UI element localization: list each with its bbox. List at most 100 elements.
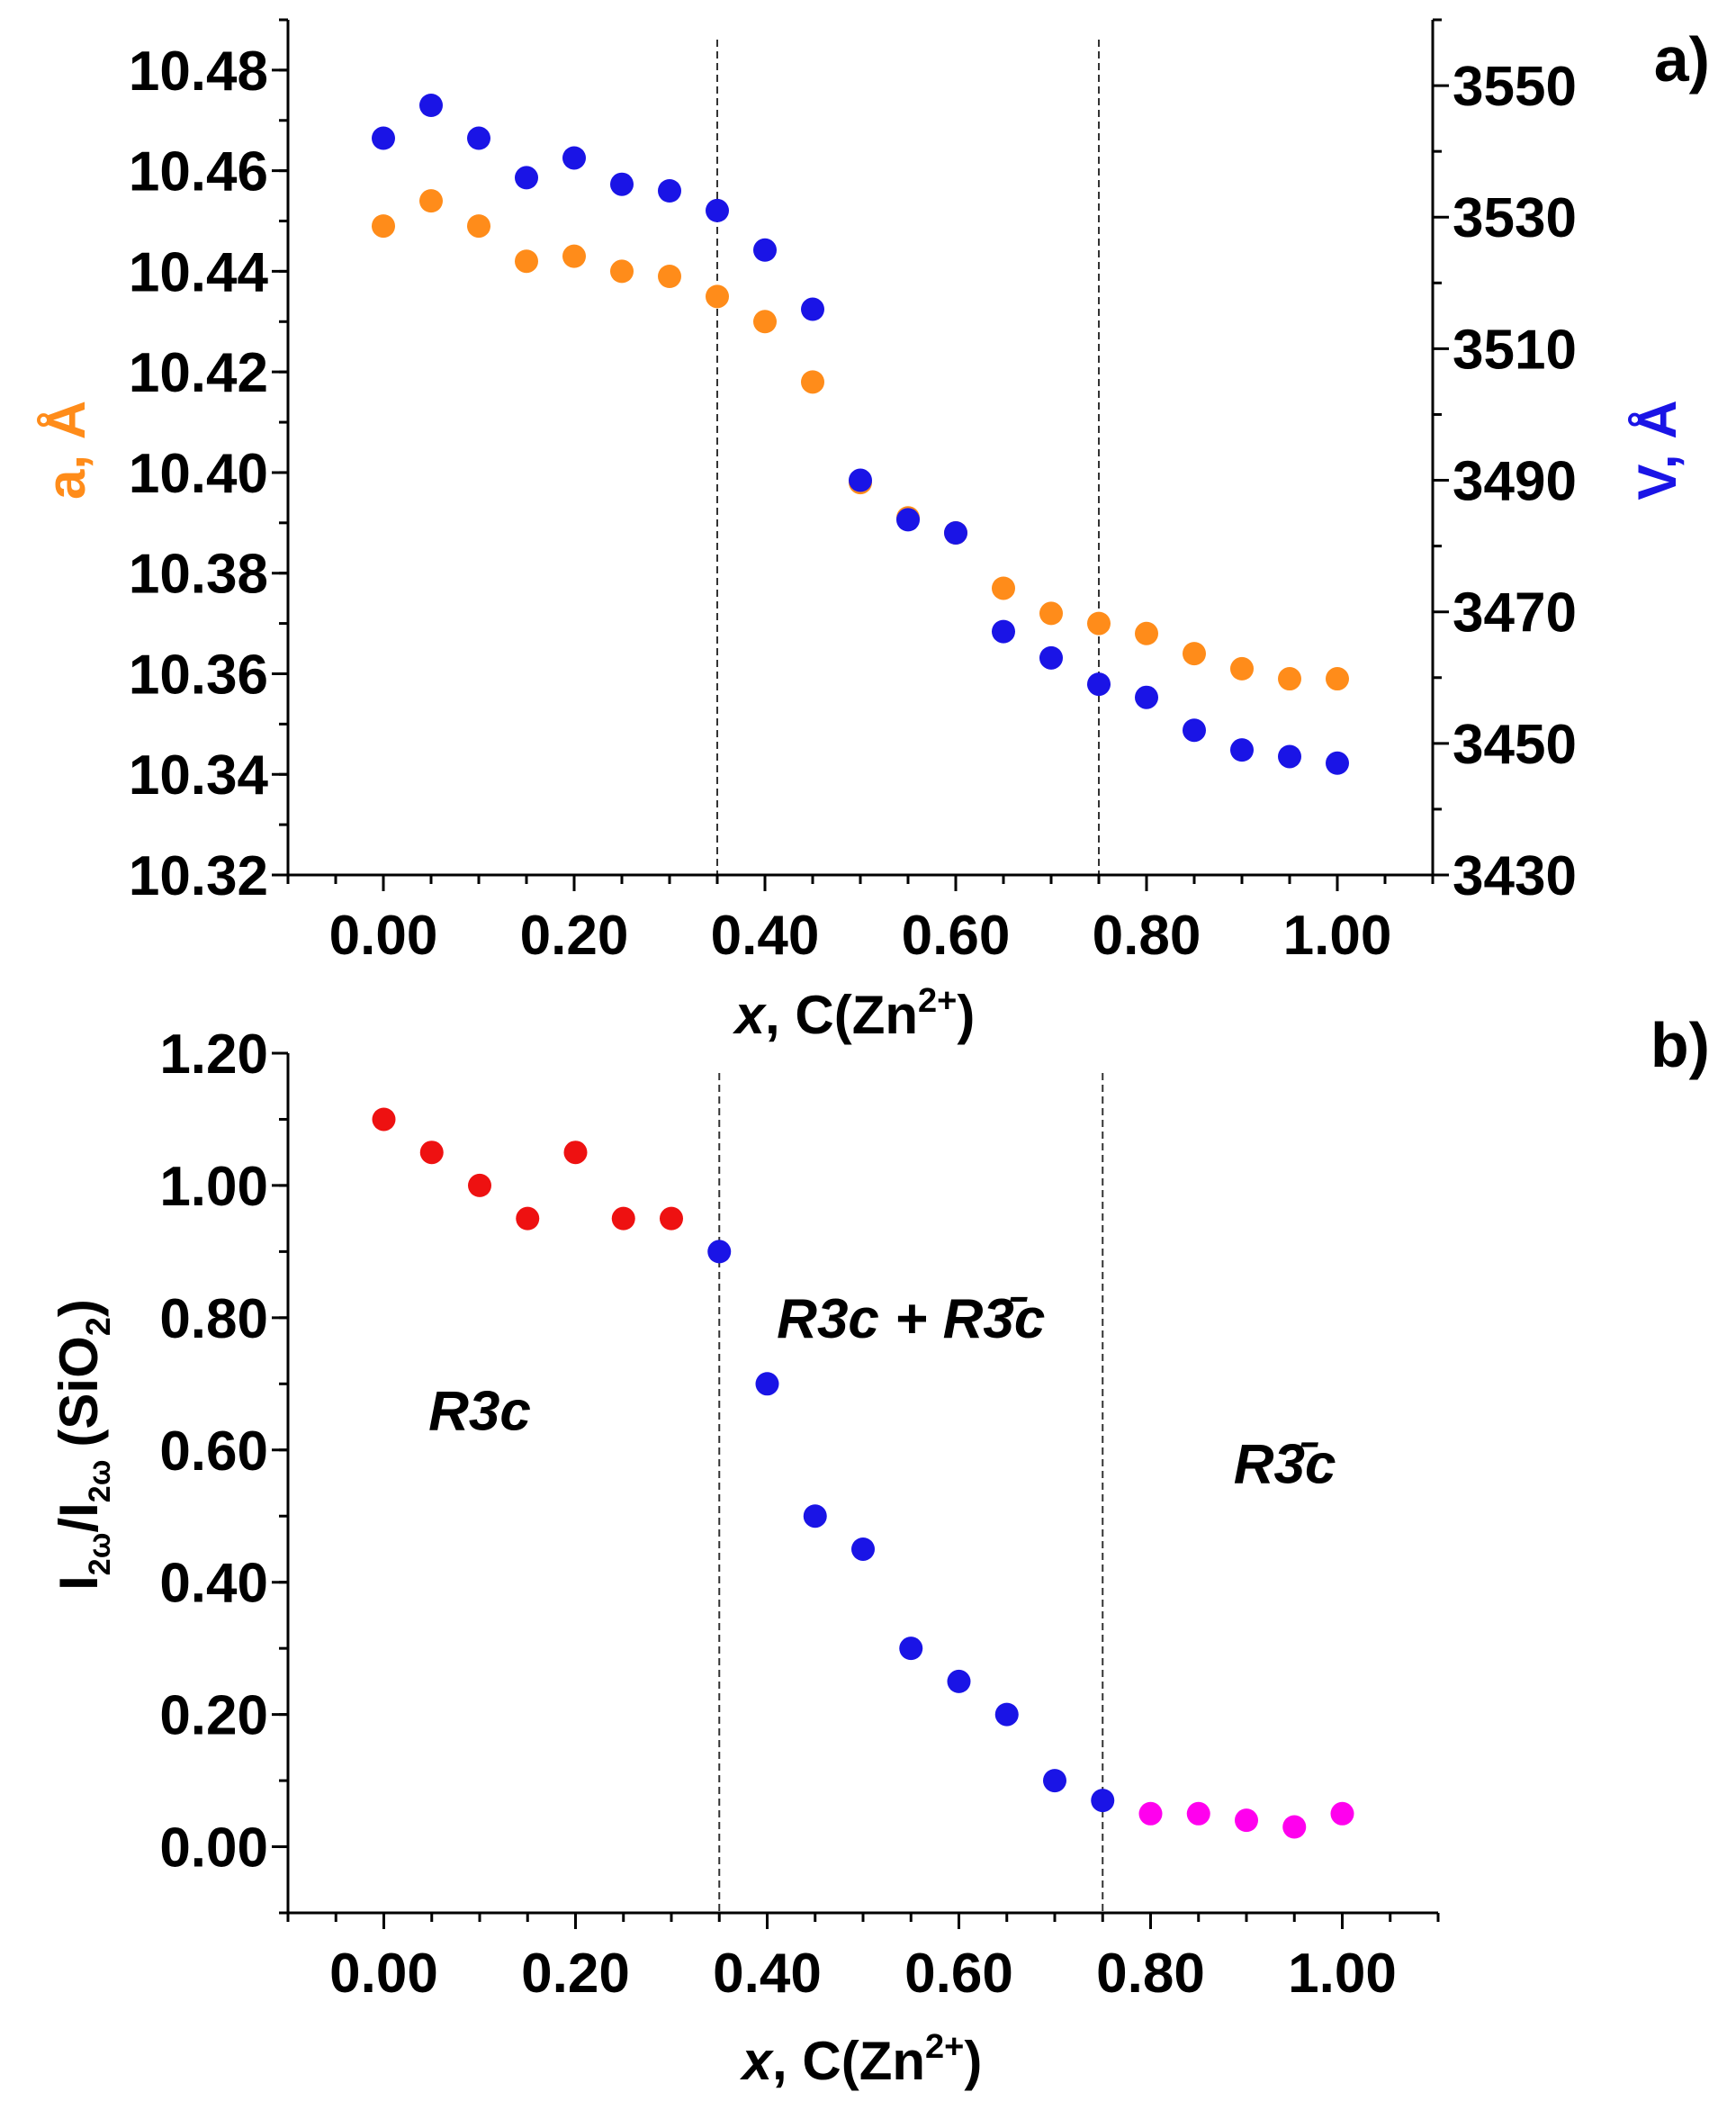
panel-b-ylabel-s3: 2 xyxy=(80,1317,118,1336)
panel-b-mixed-phase-point xyxy=(994,1702,1019,1727)
panel-b-xlabel-main: , C(Zn xyxy=(772,2031,925,2091)
panel-b-r3-bar-c-point xyxy=(1235,1808,1258,1833)
panel-a-volume-point xyxy=(372,126,395,150)
panel-b-mixed-phase-point xyxy=(851,1537,875,1561)
panel-a-lattice-a-point xyxy=(1183,642,1206,666)
panel-a-left-y-tick-label: 10.46 xyxy=(129,141,268,203)
panel-b-ylabel-s1: 2ω xyxy=(83,1533,117,1576)
panel-b-x-tick-label: 0.60 xyxy=(904,1943,1013,2005)
panel-b-data-points xyxy=(372,1107,1354,1839)
panel-a-lattice-a-point xyxy=(658,265,681,288)
panel-a-left-y-tick-label: 10.48 xyxy=(129,41,268,103)
panel-a-volume-point xyxy=(896,508,920,532)
panel-b-mixed-phase-point xyxy=(1091,1789,1115,1813)
panel-b-r3c-point xyxy=(516,1206,540,1231)
panel-a-right-y-tick-label: 3530 xyxy=(1453,187,1577,249)
panel-b-r3c-point xyxy=(563,1141,588,1165)
panel-a-left-y-tick-label: 10.44 xyxy=(129,241,269,303)
panel-a-right-y-tick-label: 3490 xyxy=(1453,451,1577,513)
panel-a-lattice-a-point xyxy=(1087,611,1111,636)
panel-b-ylabel-sep: /I xyxy=(49,1502,109,1532)
panel-a-lattice-a-point xyxy=(610,259,634,284)
panel-a-volume-point xyxy=(610,172,634,196)
panel-a-volume-point xyxy=(1183,718,1206,743)
panel-a-volume-point xyxy=(1230,738,1254,762)
panel-a-volume-point xyxy=(1326,751,1349,775)
panel-a-x-tick-label: 0.80 xyxy=(1093,905,1201,967)
panel-b-y-tick-label: 1.00 xyxy=(159,1156,268,1218)
panel-b-y-tick-label: 0.40 xyxy=(159,1553,268,1615)
panel-a-volume-point xyxy=(419,94,443,117)
panel-b-x-tick-label: 0.40 xyxy=(713,1943,822,2005)
panel-b-r3-bar-c-point xyxy=(1186,1801,1210,1826)
panel-a-xlabel-italic: x xyxy=(733,985,768,1045)
panel-b-xlabel-sup: 2+ xyxy=(925,2028,964,2066)
panel-b-mixed-phase-point xyxy=(755,1372,779,1396)
panel-b-ylabel-tail: ) xyxy=(49,1299,109,1317)
panel-a-right-ylabel: V, Å xyxy=(1627,400,1687,500)
panel-a-chart: 0.00 0.20 0.40 0.60 0.80 1.00 10.32 10.34 10.36 1… xyxy=(36,18,1710,1045)
panel-b-y-tick-label: 0.00 xyxy=(159,1817,268,1880)
panel-a-volume-point xyxy=(1087,672,1111,697)
panel-b-ylabel: I2ω/I2ω(SiO2) xyxy=(49,1299,118,1591)
panel-a-right-y-tick-label: 3510 xyxy=(1453,319,1577,381)
panel-b-ylabel-s2: 2ω xyxy=(83,1460,117,1503)
panel-a-lattice-a-point xyxy=(1278,667,1301,691)
panel-b-mixed-phase-point xyxy=(947,1669,971,1693)
panel-b-label: b) xyxy=(1651,1010,1710,1080)
panel-a-lattice-a-point xyxy=(372,214,395,239)
panel-b-r3c-point xyxy=(660,1206,683,1231)
panel-a-volume-point xyxy=(753,238,777,262)
panel-b-r3c-point xyxy=(468,1173,491,1197)
panel-b-x-tick-label: 0.00 xyxy=(329,1943,438,2005)
panel-a-left-y-tick-label: 10.32 xyxy=(129,845,268,907)
panel-b-y-tick-label: 0.60 xyxy=(159,1420,268,1483)
panel-a-left-y-tick-label: 10.42 xyxy=(129,342,268,404)
panel-a-volume-point xyxy=(1278,744,1301,769)
panel-b-phase-label: R3̄c xyxy=(1234,1433,1336,1495)
panel-a-volume-point xyxy=(562,146,586,170)
panel-a-data-points xyxy=(372,94,1349,775)
panel-a-lattice-a-point xyxy=(753,310,777,334)
panel-a-lattice-a-point xyxy=(1230,656,1254,681)
panel-a-volume-point xyxy=(849,468,872,492)
panel-a-xlabel: x, C(Zn2+) xyxy=(733,982,976,1045)
panel-b-phase-label: R3c xyxy=(428,1381,531,1443)
panel-b-ylabel-mid: (SiO xyxy=(49,1336,109,1447)
panel-a-xlabel-sup: 2+ xyxy=(918,982,957,1020)
panel-a-volume-point xyxy=(1135,685,1158,709)
panel-a-right-y-tick-label: 3430 xyxy=(1453,845,1577,907)
panel-a-volume-point xyxy=(467,126,490,150)
panel-a-volume-point xyxy=(944,521,967,545)
panel-a-lattice-a-point xyxy=(801,370,824,394)
panel-b-mixed-phase-point xyxy=(899,1637,923,1661)
panel-a-x-tick-label: 0.40 xyxy=(711,905,820,967)
panel-a-left-y-tick-label: 10.36 xyxy=(129,644,268,706)
panel-b-x-tick-label: 1.00 xyxy=(1288,1943,1397,2005)
panel-a-volume-point xyxy=(658,179,681,203)
panel-a-x-tick-label: 1.00 xyxy=(1283,905,1392,967)
panel-b-xlabel: x, C(Zn2+) xyxy=(740,2028,983,2091)
panel-a-xlabel-tail: ) xyxy=(957,985,975,1045)
panel-b-mixed-phase-point xyxy=(707,1240,732,1264)
panel-a-lattice-a-point xyxy=(706,284,729,309)
panel-a-left-y-tick-label: 10.38 xyxy=(129,544,268,606)
panel-a-volume-point xyxy=(515,166,538,190)
panel-a-reference-lines xyxy=(716,40,1100,875)
panel-b-chart: 0.00 0.20 0.40 0.60 0.80 1.00 0.00 0.20 0.40 0.60… xyxy=(49,1010,1710,2091)
panel-a-right-y-tick-label: 3470 xyxy=(1453,582,1577,645)
panel-b-y-tick-label: 1.20 xyxy=(159,1023,268,1086)
panel-a-lattice-a-point xyxy=(467,214,490,239)
panel-b-phase-annotations: R3c R3c + R3̄c R3̄c xyxy=(428,1288,1336,1496)
panel-a-volume-point xyxy=(706,198,729,222)
panel-b-mixed-phase-point xyxy=(1043,1769,1066,1793)
panel-b-x-tick-label: 0.20 xyxy=(521,1943,630,2005)
panel-a-lattice-a-point xyxy=(1135,621,1158,645)
panel-b-xlabel-italic: x xyxy=(740,2031,775,2091)
panel-a-xlabel-main: , C(Zn xyxy=(765,985,918,1045)
panel-a-volume-point xyxy=(1039,645,1063,670)
panel-a-lattice-a-point xyxy=(1326,667,1349,691)
panel-a-right-y-tick-label: 3550 xyxy=(1453,56,1577,118)
panel-b-r3c-point xyxy=(611,1206,635,1231)
